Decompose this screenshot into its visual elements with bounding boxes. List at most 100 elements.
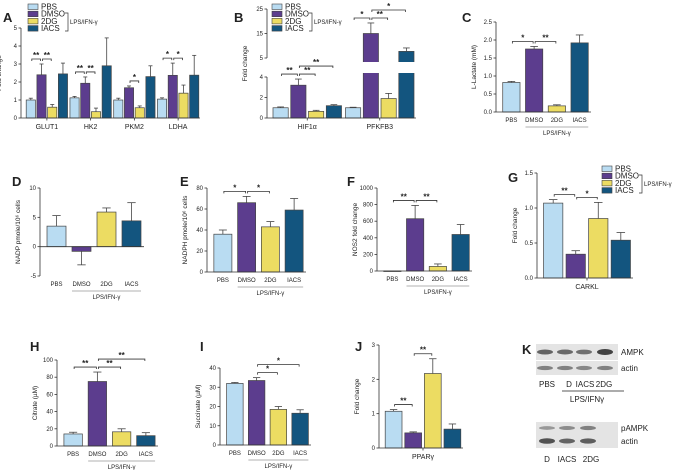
y-tick-label: 0 — [200, 270, 204, 276]
significance-bracket — [353, 17, 371, 20]
bar-pbs — [157, 98, 167, 119]
y-tick-label: 2.0 — [484, 38, 493, 44]
ampk-band — [557, 349, 573, 355]
x-condition-label: PBS — [67, 452, 79, 458]
y-tick-label: 1.5 — [525, 171, 534, 177]
y-tick-label: 1000 — [360, 186, 374, 192]
axis-break-gap — [268, 62, 417, 73]
x-condition-label: PBS — [505, 118, 517, 124]
bar-dmso — [525, 48, 544, 113]
panel-letter: G — [508, 170, 518, 185]
bar-dmso — [565, 253, 586, 279]
bar-iacs — [145, 76, 156, 119]
y-tick-label: -5 — [31, 274, 37, 280]
significance-label: * — [233, 183, 237, 192]
y-axis-label: Fold change — [354, 378, 361, 414]
significance-label: ** — [377, 10, 384, 19]
significance-bracket — [415, 200, 438, 203]
y-axis-label: NADP pmole/10⁶ cells — [15, 199, 22, 264]
bar-2dg — [178, 92, 189, 119]
y-axis-label: Fold change — [242, 45, 249, 81]
significance-bracket — [371, 17, 389, 20]
panel-h: H 0 20 40 60 80 100 Citrate (µM) PBS DMSO 2DG IACS L… — [30, 339, 158, 470]
x-condition-label: DMSO — [73, 282, 91, 288]
x-category-label: PPARγ — [412, 454, 435, 461]
y-tick-label: 40 — [196, 228, 203, 234]
treatment-label: LPS/IFNγ — [570, 395, 604, 404]
legend-label: DMSO — [615, 172, 639, 181]
band-label: AMPK — [621, 348, 644, 357]
bar-2dg — [91, 111, 101, 119]
legend-swatch-2dg — [271, 18, 283, 25]
ampk-band — [597, 348, 613, 356]
bar-pbs — [502, 82, 521, 113]
significance-label: * — [257, 183, 261, 192]
panel-f: F 0 200 400 600 800 1000 NOS2 fold change PBS DMS… — [347, 174, 472, 296]
bar-pbs — [345, 107, 362, 119]
y-axis-label: Citrate (µM) — [32, 386, 39, 420]
ampk-band — [576, 349, 592, 355]
significance-bracket — [576, 197, 598, 200]
y-tick-label: 30 — [209, 385, 216, 391]
y-tick-label: 15 — [256, 32, 263, 38]
x-condition-label: IACS — [139, 452, 153, 458]
significance-label: * — [177, 50, 181, 59]
treatment-label: LPS/IFN-γ — [257, 291, 285, 297]
significance-bracket — [73, 366, 97, 370]
x-category-label: PKM2 — [125, 124, 144, 131]
panel-letter: H — [30, 339, 39, 354]
legend-label: 2DG — [285, 17, 301, 26]
lane-label: D — [544, 455, 550, 464]
bar-dmso — [406, 218, 425, 272]
bar-pbs — [63, 433, 83, 447]
legend-label: IACS — [285, 24, 304, 33]
x-condition-label: DMSO — [88, 452, 106, 458]
legend-label: 2DG — [41, 17, 57, 26]
bar-iacs — [570, 42, 589, 113]
significance-label: * — [360, 10, 364, 19]
significance-bracket — [223, 191, 247, 194]
lane-label: 2DG — [583, 455, 599, 464]
significance-label: ** — [106, 359, 113, 368]
bar-dmso — [71, 246, 92, 252]
bar-iacs — [189, 74, 200, 119]
significance-bracket — [97, 366, 122, 370]
bar-2dg — [269, 409, 287, 446]
significance-bracket — [173, 57, 183, 61]
significance-label: ** — [420, 346, 427, 355]
bar-pbs — [272, 107, 289, 119]
bar-2dg — [134, 107, 145, 119]
lane-label: 2DG — [596, 380, 612, 389]
x-category-label: GLUT1 — [36, 124, 59, 131]
x-condition-label: PBS — [386, 277, 398, 283]
significance-bracket — [31, 58, 41, 61]
bar-iacs — [136, 435, 156, 447]
legend-label: IACS — [615, 186, 634, 195]
legend-bracket — [639, 174, 643, 194]
y-tick-label: 0 — [372, 446, 376, 452]
significance-label: ** — [313, 58, 320, 67]
legend-swatch-dmso — [27, 10, 39, 17]
significance-label: ** — [542, 33, 549, 42]
bar-pbs — [46, 225, 67, 248]
significance-label: ** — [119, 351, 126, 360]
y-tick-label: 0 — [213, 443, 217, 449]
bar-iacs — [443, 428, 462, 449]
bar-pbs — [384, 410, 403, 449]
significance-bracket — [511, 41, 534, 44]
actin-top-blot — [536, 361, 618, 375]
x-condition-label: IACS — [124, 282, 138, 288]
significance-label: ** — [286, 66, 293, 75]
significance-label: * — [387, 2, 391, 11]
bar-2dg — [96, 211, 117, 248]
y-tick-label: 2 — [372, 377, 376, 383]
significance-bracket — [298, 73, 316, 77]
y-tick-label: 600 — [363, 219, 374, 225]
bar-pbs — [113, 99, 124, 119]
significance-bracket — [392, 200, 415, 203]
x-condition-label: IACS — [573, 118, 587, 124]
bar-pbs — [543, 202, 564, 279]
